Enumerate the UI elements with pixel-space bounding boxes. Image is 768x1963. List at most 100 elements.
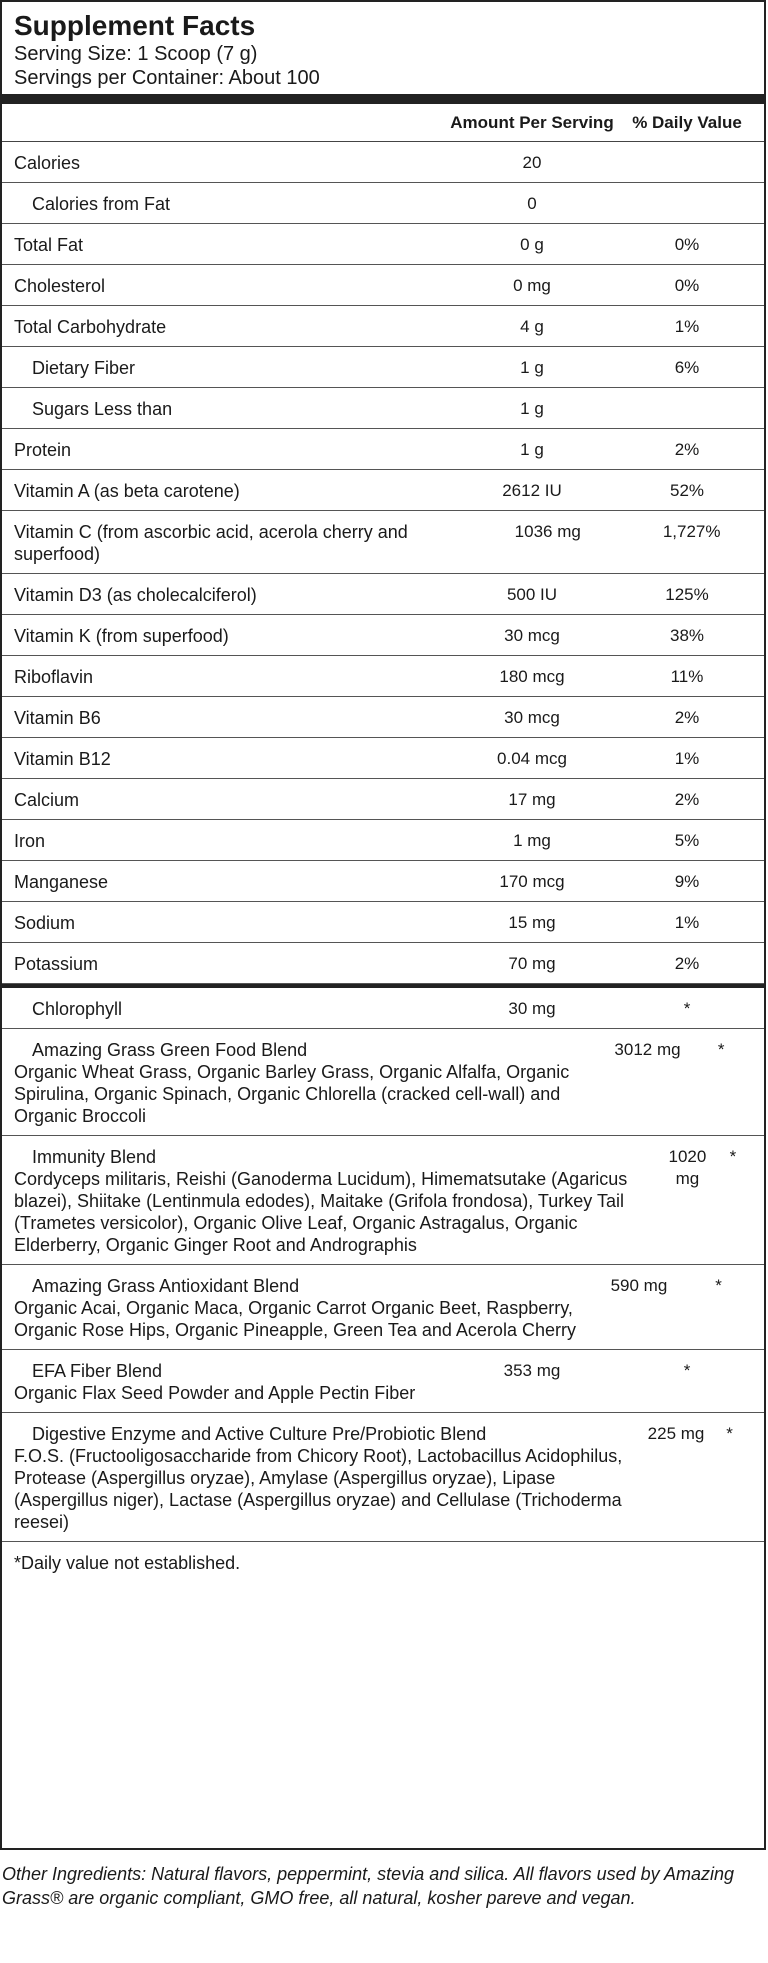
nutrient-amount: 1 g [520, 399, 544, 418]
nutrient-amount: 0.04 mcg [497, 749, 567, 768]
nutrient-dv: 2% [674, 790, 700, 809]
nutrient-dv [622, 142, 764, 160]
blend-amount: 3012 mg [614, 1040, 681, 1059]
nutrient-amount: 70 mg [508, 954, 556, 973]
nutrient-name: Vitamin B12 [14, 749, 111, 769]
nutrient-name: Calories from Fat [32, 194, 171, 214]
nutrient-dv [622, 183, 764, 201]
nutrient-amount: 0 g [520, 235, 544, 254]
blend-amount: 590 mg [610, 1276, 668, 1295]
nutrient-name: Dietary Fiber [32, 358, 136, 378]
blend-ingredients: F.O.S. (Fructooligosaccharide from Chico… [14, 1446, 623, 1532]
nutrient-amount: 0 mg [513, 276, 551, 295]
nutrient-row: Protein 1 g 2% [2, 429, 764, 470]
nutrient-dv: 6% [674, 358, 700, 377]
nutrient-name: Riboflavin [14, 667, 94, 687]
blend-dv: * [729, 1147, 737, 1166]
nutrient-name: Cholesterol [14, 276, 106, 296]
panel-title: Supplement Facts [14, 10, 256, 41]
blend-row: EFA Fiber Blend Organic Flax Seed Powder … [2, 1350, 764, 1413]
nutrient-dv: 1% [674, 317, 700, 336]
nutrient-dv: 2% [674, 954, 700, 973]
nutrient-amount: 1 mg [513, 831, 551, 850]
nutrient-row: Sodium 15 mg 1% [2, 902, 764, 943]
blend-row: Amazing Grass Green Food Blend Organic Wh… [2, 1029, 764, 1136]
blend-row: Chlorophyll 30 mg * [2, 988, 764, 1029]
nutrient-dv: 125% [665, 585, 709, 604]
nutrient-name: Iron [14, 831, 46, 851]
nutrient-name: Vitamin A (as beta carotene) [14, 481, 240, 501]
nutrient-dv: 0% [674, 276, 700, 295]
blend-amount: 353 mg [503, 1361, 561, 1380]
dv-header: % Daily Value [632, 113, 742, 132]
supplement-facts-panel: Supplement Facts Serving Size: 1 Scoop (… [0, 0, 766, 1850]
nutrient-name: Total Carbohydrate [14, 317, 167, 337]
nutrient-name: Vitamin C (from ascorbic acid, acerola c… [14, 522, 408, 564]
blend-dv: * [717, 1040, 725, 1059]
blend-name: Digestive Enzyme and Active Culture Pre/… [32, 1424, 487, 1444]
nutrient-row: Manganese 170 mcg 9% [2, 861, 764, 902]
nutrient-row: Dietary Fiber 1 g 6% [2, 347, 764, 388]
nutrient-row: Total Fat 0 g 0% [2, 224, 764, 265]
amount-header: Amount Per Serving [450, 113, 614, 132]
nutrient-name: Sugars Less than [32, 399, 173, 419]
nutrient-row: Vitamin A (as beta carotene) 2612 IU 52% [2, 470, 764, 511]
nutrient-amount: 15 mg [508, 913, 556, 932]
nutrient-amount: 30 mcg [504, 708, 560, 727]
nutrient-list: Calories 20 Calories from Fat 0 Total Fat 0 g… [2, 142, 764, 984]
nutrient-dv [622, 388, 764, 406]
nutrient-row: Calories from Fat 0 [2, 183, 764, 224]
nutrient-amount: 1036 mg [514, 522, 581, 541]
nutrient-amount: 180 mcg [499, 667, 565, 686]
blend-row: Immunity Blend Cordyceps militaris, Reish… [2, 1136, 764, 1265]
servings-per-container: Servings per Container: About 100 [14, 67, 320, 89]
nutrient-amount: 1 g [520, 440, 544, 459]
nutrient-row: Total Carbohydrate 4 g 1% [2, 306, 764, 347]
nutrient-row: Vitamin B6 30 mcg 2% [2, 697, 764, 738]
blend-ingredients: Cordyceps militaris, Reishi (Ganoderma L… [14, 1169, 628, 1255]
nutrient-name: Calcium [14, 790, 80, 810]
nutrient-amount: 500 IU [506, 585, 558, 604]
blend-row: Amazing Grass Antioxidant Blend Organic A… [2, 1265, 764, 1350]
nutrient-amount: 170 mcg [499, 872, 565, 891]
blend-dv: * [683, 1361, 691, 1380]
serving-size: Serving Size: 1 Scoop (7 g) [14, 43, 258, 65]
blend-dv: * [715, 1276, 722, 1295]
nutrient-name: Total Fat [14, 235, 84, 255]
nutrient-amount: 20 [522, 153, 542, 172]
nutrient-row: Riboflavin 180 mcg 11% [2, 656, 764, 697]
nutrient-amount: 17 mg [508, 790, 556, 809]
nutrient-name: Sodium [14, 913, 76, 933]
nutrient-row: Potassium 70 mg 2% [2, 943, 764, 984]
footnote: *Daily value not established. [14, 1553, 241, 1573]
nutrient-row: Vitamin D3 (as cholecalciferol) 500 IU 125… [2, 574, 764, 615]
nutrient-amount: 30 mcg [504, 626, 560, 645]
nutrient-dv: 2% [674, 440, 700, 459]
nutrient-name: Potassium [14, 954, 99, 974]
nutrient-row: Calories 20 [2, 142, 764, 183]
nutrient-name: Protein [14, 440, 72, 460]
blend-ingredients: Organic Wheat Grass, Organic Barley Gras… [14, 1062, 570, 1126]
nutrient-dv: 5% [674, 831, 700, 850]
blend-amount: 30 mg [508, 999, 556, 1018]
blend-name: Amazing Grass Green Food Blend [32, 1040, 308, 1060]
other-ingredients: Other Ingredients: Natural flavors, pepp… [2, 1864, 735, 1908]
blend-name: Amazing Grass Antioxidant Blend [32, 1276, 300, 1296]
nutrient-amount: 0 [527, 194, 537, 213]
nutrient-row: Sugars Less than 1 g [2, 388, 764, 429]
nutrient-name: Vitamin K (from superfood) [14, 626, 229, 646]
nutrient-name: Vitamin D3 (as cholecalciferol) [14, 585, 257, 605]
nutrient-dv: 0% [674, 235, 700, 254]
nutrient-dv: 38% [669, 626, 705, 645]
thick-divider [2, 94, 764, 104]
blend-ingredients: Organic Flax Seed Powder and Apple Pecti… [14, 1383, 416, 1403]
nutrient-name: Vitamin B6 [14, 708, 101, 728]
nutrient-row: Vitamin B12 0.04 mcg 1% [2, 738, 764, 779]
column-header: Amount Per Serving % Daily Value [2, 104, 764, 142]
nutrient-dv: 1,727% [662, 522, 721, 541]
blend-dv: * [726, 1424, 733, 1443]
nutrient-dv: 11% [670, 667, 704, 686]
nutrient-amount: 4 g [520, 317, 544, 336]
blend-row: Digestive Enzyme and Active Culture Pre/… [2, 1413, 764, 1542]
nutrient-amount: 2612 IU [502, 481, 562, 500]
